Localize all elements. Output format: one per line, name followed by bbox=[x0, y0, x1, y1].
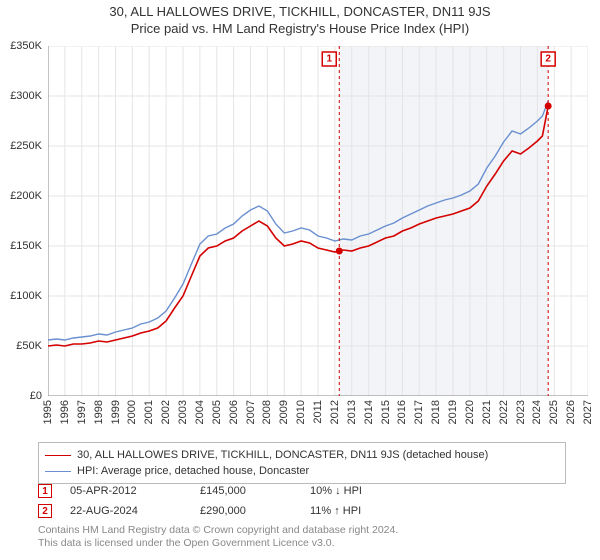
x-tick-label: 2008 bbox=[261, 400, 273, 424]
legend-row-blue: HPI: Average price, detached house, Donc… bbox=[45, 463, 559, 479]
legend-label-red: 30, ALL HALLOWES DRIVE, TICKHILL, DONCAS… bbox=[77, 449, 488, 461]
x-tick-label: 2016 bbox=[396, 400, 408, 424]
x-tick-label: 2013 bbox=[346, 400, 358, 424]
x-tick-label: 1999 bbox=[110, 400, 122, 424]
x-tick-label: 2026 bbox=[565, 400, 577, 424]
marker-row: 1 05-APR-2012 £145,000 10% ↓ HPI bbox=[38, 482, 566, 500]
x-tick-label: 2021 bbox=[481, 400, 493, 424]
plot-area: 12 bbox=[48, 46, 588, 396]
x-tick-label: 1996 bbox=[59, 400, 71, 424]
x-tick-label: 2015 bbox=[380, 400, 392, 424]
svg-text:1: 1 bbox=[326, 54, 332, 65]
x-tick-label: 1997 bbox=[76, 400, 88, 424]
y-tick-label: £150K bbox=[10, 240, 42, 252]
plot-svg: 12 bbox=[48, 46, 588, 396]
title-address: 30, ALL HALLOWES DRIVE, TICKHILL, DONCAS… bbox=[0, 4, 600, 19]
x-tick-label: 2009 bbox=[278, 400, 290, 424]
marker-price: £145,000 bbox=[200, 485, 310, 497]
y-tick-label: £250K bbox=[10, 140, 42, 152]
chart-titles: 30, ALL HALLOWES DRIVE, TICKHILL, DONCAS… bbox=[0, 0, 600, 36]
marker-badge: 1 bbox=[38, 484, 52, 498]
x-tick-label: 2007 bbox=[245, 400, 257, 424]
legend-swatch-blue bbox=[45, 471, 71, 472]
x-tick-label: 2019 bbox=[447, 400, 459, 424]
marker-pct: 10% ↓ HPI bbox=[310, 485, 440, 497]
y-tick-label: £200K bbox=[10, 190, 42, 202]
x-tick-label: 2024 bbox=[531, 400, 543, 424]
marker-date: 05-APR-2012 bbox=[70, 485, 200, 497]
marker-badge: 2 bbox=[38, 504, 52, 518]
x-tick-label: 2000 bbox=[126, 400, 138, 424]
x-tick-label: 2022 bbox=[498, 400, 510, 424]
footer-line1: Contains HM Land Registry data © Crown c… bbox=[38, 524, 566, 537]
x-tick-label: 2017 bbox=[413, 400, 425, 424]
x-tick-label: 2003 bbox=[177, 400, 189, 424]
legend-row-red: 30, ALL HALLOWES DRIVE, TICKHILL, DONCAS… bbox=[45, 447, 559, 463]
footer-attribution: Contains HM Land Registry data © Crown c… bbox=[38, 524, 566, 550]
svg-text:2: 2 bbox=[545, 54, 551, 65]
x-tick-label: 2004 bbox=[194, 400, 206, 424]
x-tick-label: 2010 bbox=[295, 400, 307, 424]
x-tick-label: 2018 bbox=[430, 400, 442, 424]
marker-row: 2 22-AUG-2024 £290,000 11% ↑ HPI bbox=[38, 502, 566, 520]
marker-price: £290,000 bbox=[200, 505, 310, 517]
marker-data-rows: 1 05-APR-2012 £145,000 10% ↓ HPI 2 22-AU… bbox=[38, 482, 566, 522]
legend-label-blue: HPI: Average price, detached house, Donc… bbox=[77, 465, 309, 477]
legend-swatch-red bbox=[45, 455, 71, 456]
y-tick-label: £300K bbox=[10, 90, 42, 102]
y-tick-label: £350K bbox=[10, 40, 42, 52]
marker-date: 22-AUG-2024 bbox=[70, 505, 200, 517]
title-subtitle: Price paid vs. HM Land Registry's House … bbox=[0, 21, 600, 36]
footer-line2: This data is licensed under the Open Gov… bbox=[38, 537, 566, 550]
x-tick-label: 2011 bbox=[312, 400, 324, 424]
x-tick-label: 1998 bbox=[93, 400, 105, 424]
x-tick-label: 2023 bbox=[515, 400, 527, 424]
legend: 30, ALL HALLOWES DRIVE, TICKHILL, DONCAS… bbox=[38, 442, 566, 484]
x-tick-label: 1995 bbox=[42, 400, 54, 424]
y-tick-label: £50K bbox=[16, 340, 42, 352]
x-tick-label: 2001 bbox=[143, 400, 155, 424]
x-axis-labels: 1995199619971998199920002001200220032004… bbox=[48, 398, 588, 442]
x-tick-label: 2025 bbox=[548, 400, 560, 424]
y-axis-labels: £0£50K£100K£150K£200K£250K£300K£350K bbox=[0, 46, 46, 396]
x-tick-label: 2020 bbox=[464, 400, 476, 424]
x-tick-label: 2002 bbox=[160, 400, 172, 424]
x-tick-label: 2006 bbox=[228, 400, 240, 424]
x-tick-label: 2027 bbox=[582, 400, 594, 424]
y-tick-label: £0 bbox=[30, 390, 42, 402]
marker-pct: 11% ↑ HPI bbox=[310, 505, 440, 517]
y-tick-label: £100K bbox=[10, 290, 42, 302]
chart-container: { "titles": { "line1": "30, ALL HALLOWES… bbox=[0, 0, 600, 560]
x-tick-label: 2012 bbox=[329, 400, 341, 424]
x-tick-label: 2014 bbox=[363, 400, 375, 424]
x-tick-label: 2005 bbox=[211, 400, 223, 424]
